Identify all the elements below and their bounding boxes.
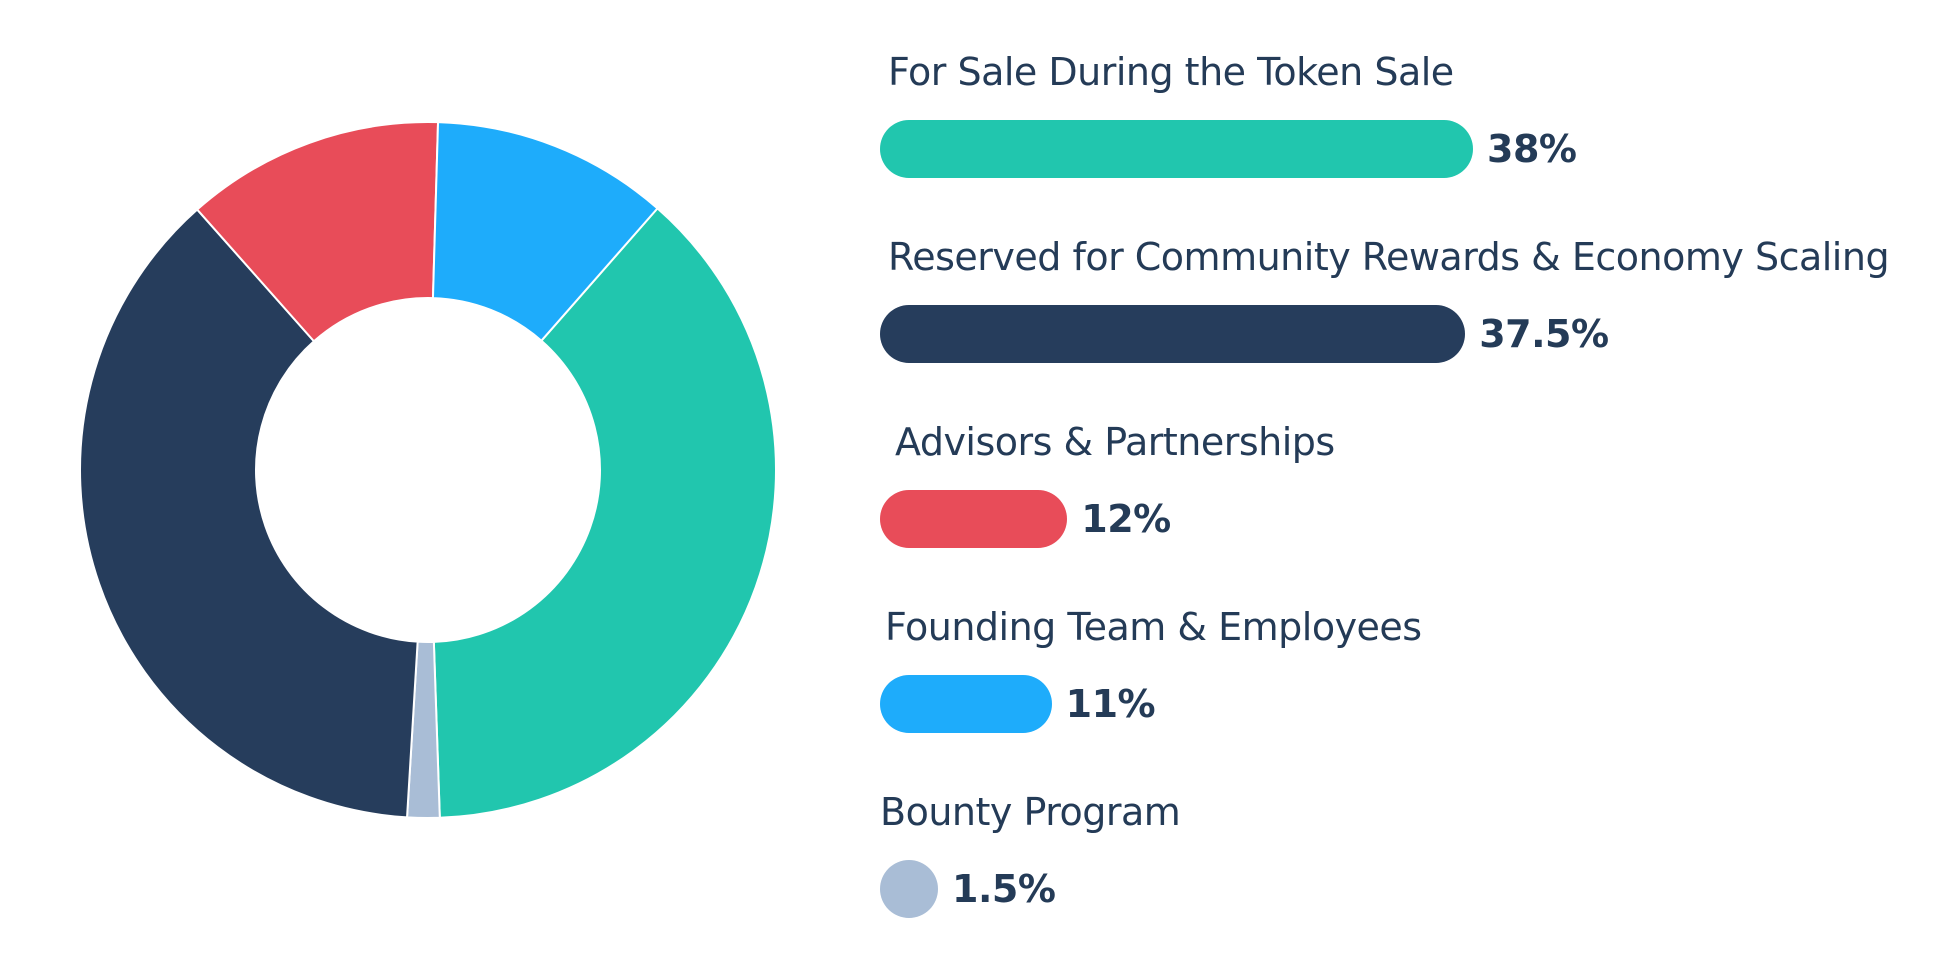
legend-bar (880, 120, 1473, 178)
pie-slice-for-sale-during-the-token-sale (432, 206, 777, 819)
legend-item-reserved-for-community-rewards-and-economy-scaling: Reserved for Community Rewards & Economy… (880, 235, 1938, 395)
legend-bar (880, 305, 1466, 363)
legend-item-founding-team-and-employees: Founding Team & Employees 11% (880, 605, 1938, 765)
legend-label: Founding Team & Employees (885, 605, 1422, 649)
legend-value: 37.5% (1479, 312, 1609, 356)
legend-label: For Sale During the Token Sale (888, 50, 1454, 94)
legend-value: 1.5% (952, 867, 1056, 911)
donut-chart (79, 121, 777, 819)
legend-item-advisors-and-partnerships: Advisors & Partnerships 12% (880, 420, 1938, 580)
legend-bar (880, 675, 1052, 733)
legend-bar (880, 860, 938, 918)
legend-value: 38% (1487, 127, 1577, 171)
legend-value: 11% (1065, 682, 1156, 726)
legend-item-for-sale-during-the-token-sale: For Sale During the Token Sale 38% (880, 50, 1938, 210)
legend-value: 12% (1081, 497, 1171, 541)
legend-label: Advisors & Partnerships (895, 420, 1335, 464)
legend-label: Bounty Program (880, 790, 1181, 834)
legend-item-bounty-program: Bounty Program 1.5% (880, 790, 1938, 950)
legend-label: Reserved for Community Rewards & Economy… (888, 235, 1890, 279)
pie-slice-advisors-and-partnerships (195, 121, 440, 343)
pie-slice-reserved-for-community-rewards-and-economy-scaling (79, 208, 419, 819)
legend-bar (880, 490, 1068, 548)
pie-slice-founding-team-and-employees (431, 121, 659, 343)
